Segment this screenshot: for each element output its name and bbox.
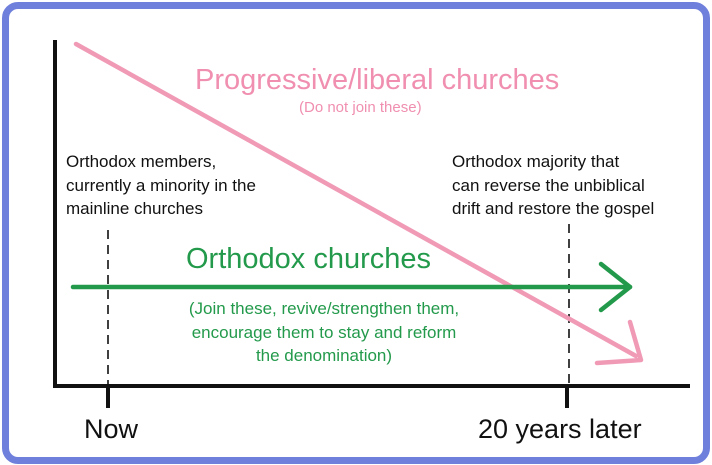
tick-label-now: Now [84, 414, 139, 444]
orthodox-growth-arrow [70, 261, 633, 313]
tick-label-20-years-later: 20 years later [478, 414, 642, 444]
progressive-decline-arrow [73, 41, 644, 366]
progressive-churches-subtitle: (Do not join these) [299, 99, 422, 116]
orthodox-churches-subtitle: (Join these, revive/strengthen them, enc… [188, 299, 460, 365]
orthodox-minority-note: Orthodox members, currently a minority i… [66, 152, 256, 218]
orthodox-majority-note: Orthodox majority that can reverse the u… [452, 152, 655, 218]
progressive-churches-title: Progressive/liberal churches [195, 64, 560, 96]
orthodox-churches-title: Orthodox churches [186, 243, 432, 275]
